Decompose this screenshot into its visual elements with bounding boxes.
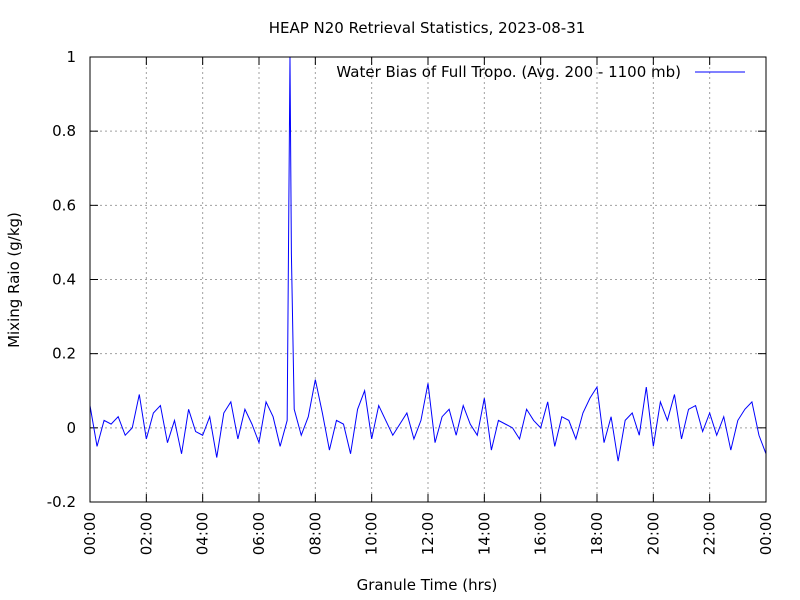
x-tick-label: 18:00 xyxy=(588,512,606,555)
x-axis-label: Granule Time (hrs) xyxy=(357,576,498,594)
x-tick-label: 16:00 xyxy=(532,512,550,555)
x-tick-label: 00:00 xyxy=(757,512,775,555)
y-axis-label: Mixing Raio (g/kg) xyxy=(5,212,23,348)
x-tick-label: 14:00 xyxy=(475,512,493,555)
y-tick-label: 0.8 xyxy=(52,122,76,140)
x-tick-label: 02:00 xyxy=(137,512,155,555)
x-tick-label: 10:00 xyxy=(363,512,381,555)
y-tick-label: 0.2 xyxy=(52,345,76,363)
y-tick-label: -0.2 xyxy=(47,493,76,511)
y-tick-label: 1 xyxy=(66,48,76,66)
x-tick-label: 06:00 xyxy=(250,512,268,555)
x-tick-label: 20:00 xyxy=(644,512,662,555)
y-tick-label: 0.4 xyxy=(52,271,76,289)
x-tick-label: 04:00 xyxy=(194,512,212,555)
x-tick-label: 00:00 xyxy=(81,512,99,555)
data-line xyxy=(90,57,766,462)
x-tick-label: 22:00 xyxy=(701,512,719,555)
x-tick-label: 12:00 xyxy=(419,512,437,555)
y-tick-label: 0 xyxy=(66,419,76,437)
chart-title: HEAP N20 Retrieval Statistics, 2023-08-3… xyxy=(269,19,586,37)
plot-border xyxy=(89,56,767,503)
legend-label: Water Bias of Full Tropo. (Avg. 200 - 11… xyxy=(336,63,681,81)
y-tick-label: 0.6 xyxy=(52,196,76,214)
x-tick-label: 08:00 xyxy=(306,512,324,555)
